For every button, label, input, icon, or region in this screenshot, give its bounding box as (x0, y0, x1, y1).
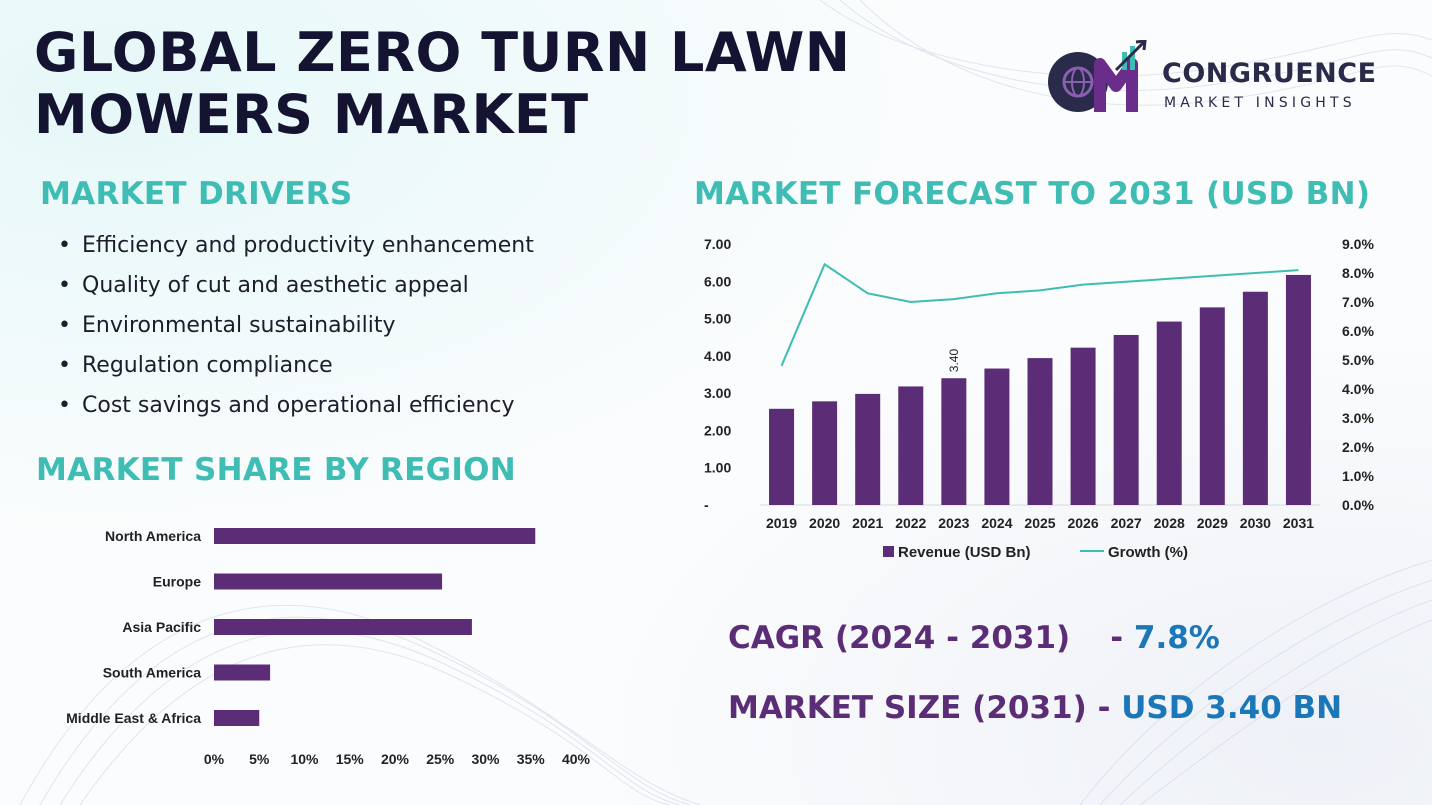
region-heading: MARKET SHARE BY REGION (36, 452, 517, 488)
company-logo: CONGRUENCE MARKET INSIGHTS (1044, 40, 1404, 120)
forecast-x-tick-label: 2027 (1111, 515, 1142, 531)
forecast-x-tick-label: 2031 (1283, 515, 1314, 531)
market-size-value: USD 3.40 BN (1121, 690, 1343, 726)
page-title: GLOBAL ZERO TURN LAWN MOWERS MARKET (34, 21, 851, 146)
forecast-y-left-tick-label: - (704, 497, 709, 513)
driver-item: • Cost savings and operational efficiency (58, 393, 515, 418)
legend-revenue-swatch (883, 546, 894, 557)
forecast-x-tick-label: 2023 (938, 515, 969, 531)
region-category-label: Middle East & Africa (66, 710, 201, 726)
revenue-bar (1156, 321, 1182, 505)
forecast-x-tick-label: 2021 (852, 515, 883, 531)
region-category-label: South America (103, 665, 201, 681)
forecast-y-left-tick-label: 7.00 (704, 236, 731, 252)
market-size-label: MARKET SIZE (2031) (728, 690, 1087, 726)
forecast-x-tick-label: 2020 (809, 515, 840, 531)
forecast-y-right-tick-label: 0.0% (1342, 497, 1374, 513)
forecast-x-tick-label: 2028 (1154, 515, 1185, 531)
legend-revenue-label: Revenue (USD Bn) (898, 544, 1031, 561)
region-bar (214, 664, 271, 681)
forecast-y-right-tick-label: 4.0% (1342, 381, 1374, 397)
driver-item: • Quality of cut and aesthetic appeal (58, 273, 469, 298)
revenue-bar (855, 393, 881, 505)
driver-text: Efficiency and productivity enhancement (82, 233, 534, 258)
forecast-x-tick-label: 2029 (1197, 515, 1228, 531)
region-bar (214, 528, 536, 544)
region-x-tick-label: 10% (290, 751, 319, 767)
forecast-y-right-tick-label: 5.0% (1342, 352, 1374, 368)
market-size-stat: MARKET SIZE (2031) - USD 3.40 BN (728, 690, 1342, 726)
forecast-y-left-tick-label: 2.00 (704, 422, 731, 438)
forecast-x-tick-label: 2026 (1067, 515, 1098, 531)
revenue-bar (1242, 291, 1268, 505)
region-category-label: Europe (153, 574, 201, 590)
region-x-tick-label: 25% (426, 751, 455, 767)
revenue-bar (898, 386, 924, 505)
forecast-y-left-tick-label: 4.00 (704, 348, 731, 364)
forecast-y-right-tick-label: 6.0% (1342, 323, 1374, 339)
region-x-tick-label: 30% (471, 751, 500, 767)
forecast-y-left-tick-label: 1.00 (704, 460, 731, 476)
revenue-bar (1027, 358, 1053, 505)
forecast-y-left-tick-label: 6.00 (704, 273, 731, 289)
region-share-chart: North America Europe Asia Pacific South Ame… (66, 528, 591, 767)
revenue-data-label: 3.40 (947, 349, 961, 373)
forecast-y-right-tick-label: 9.0% (1342, 236, 1374, 252)
forecast-y-right-tick-label: 3.0% (1342, 410, 1374, 426)
cagr-value: 7.8% (1133, 620, 1220, 656)
logo-mark-icon (1048, 40, 1147, 112)
driver-item: • Efficiency and productivity enhancement (58, 233, 534, 258)
forecast-x-tick-label: 2019 (766, 515, 797, 531)
logo-subtitle: MARKET INSIGHTS (1164, 95, 1356, 111)
forecast-y-right-tick-label: 2.0% (1342, 439, 1374, 455)
cagr-value-prefix: - (1110, 620, 1134, 656)
driver-text: Regulation compliance (82, 353, 333, 378)
forecast-y-right-tick-label: 1.0% (1342, 468, 1374, 484)
revenue-bar (1070, 347, 1096, 505)
legend-growth-label: Growth (%) (1108, 544, 1188, 561)
cagr-label: CAGR (2024 - 2031) (728, 620, 1071, 656)
driver-item: • Regulation compliance (58, 353, 333, 378)
revenue-bar (1113, 334, 1139, 505)
forecast-x-tick-label: 2024 (981, 515, 1012, 531)
region-bar (214, 710, 260, 726)
forecast-chart: - 1.00 2.00 3.00 4.00 5.00 6.00 7.00 0.0% 1.0% 2.0… (704, 236, 1374, 561)
forecast-x-tick-label: 2022 (895, 515, 926, 531)
forecast-y-left-tick-label: 5.00 (704, 311, 731, 327)
driver-text: Quality of cut and aesthetic appeal (82, 273, 469, 298)
cagr-stat: CAGR (2024 - 2031) - 7.8% (728, 620, 1220, 656)
revenue-bar (941, 378, 967, 505)
revenue-bar (1199, 307, 1225, 505)
revenue-bar (812, 401, 838, 505)
region-x-tick-label: 20% (381, 751, 410, 767)
region-x-tick-label: 40% (562, 751, 591, 767)
region-category-label: North America (105, 528, 201, 544)
drivers-heading: MARKET DRIVERS (40, 176, 353, 212)
revenue-bar (984, 368, 1010, 505)
forecast-heading: MARKET FORECAST TO 2031 (USD BN) (694, 176, 1371, 212)
region-x-tick-label: 5% (249, 751, 270, 767)
driver-item: • Environmental sustainability (58, 313, 396, 338)
driver-text: Environmental sustainability (82, 313, 396, 338)
revenue-bar (1285, 274, 1311, 505)
forecast-y-left-tick-label: 3.00 (704, 385, 731, 401)
forecast-y-right-tick-label: 7.0% (1342, 294, 1374, 310)
revenue-bar (769, 408, 795, 505)
region-x-tick-label: 15% (336, 751, 365, 767)
region-x-tick-label: 0% (204, 751, 225, 767)
market-size-separator: - (1097, 690, 1111, 726)
region-category-label: Asia Pacific (122, 619, 201, 635)
driver-text: Cost savings and operational efficiency (82, 393, 515, 418)
drivers-list: • Efficiency and productivity enhancement… (58, 228, 534, 428)
region-bar (214, 619, 472, 635)
forecast-y-right-tick-label: 8.0% (1342, 265, 1374, 281)
logo-name: CONGRUENCE (1162, 58, 1377, 89)
forecast-x-tick-label: 2030 (1240, 515, 1271, 531)
region-x-tick-label: 35% (517, 751, 546, 767)
region-bar (214, 573, 443, 590)
forecast-x-tick-label: 2025 (1024, 515, 1055, 531)
